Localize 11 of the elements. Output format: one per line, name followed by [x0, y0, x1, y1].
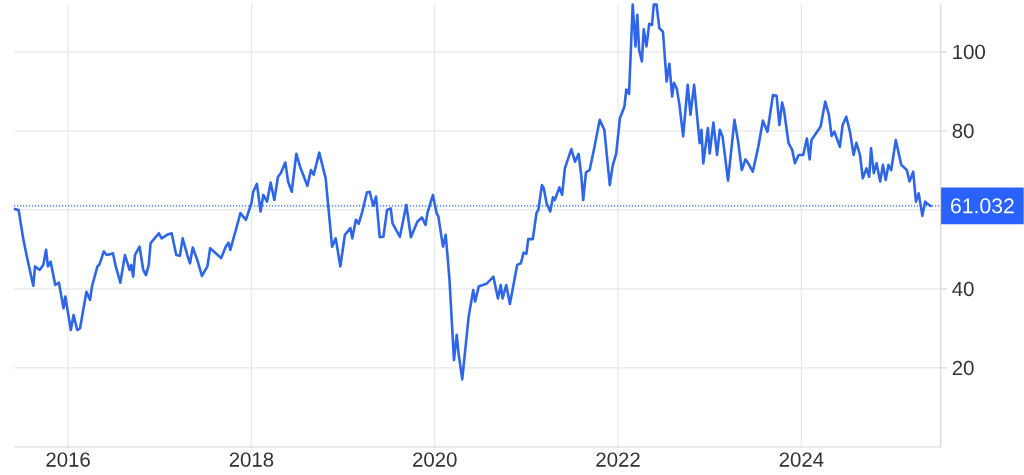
x-tick-label: 2020	[413, 452, 457, 467]
x-tick-label: 2024	[779, 452, 824, 467]
x-tick-label: 2018	[229, 452, 274, 467]
y-tick-label: 100	[953, 44, 985, 60]
ref-line-label: 61.032	[951, 198, 1014, 214]
x-tick-label: 2016	[46, 452, 90, 467]
y-tick-label: 40	[952, 281, 974, 297]
y-tick-label: 20	[952, 360, 974, 376]
y-tick-label: 80	[952, 123, 974, 139]
line-series	[13, 3, 932, 381]
x-tick-label: 2022	[596, 452, 640, 467]
